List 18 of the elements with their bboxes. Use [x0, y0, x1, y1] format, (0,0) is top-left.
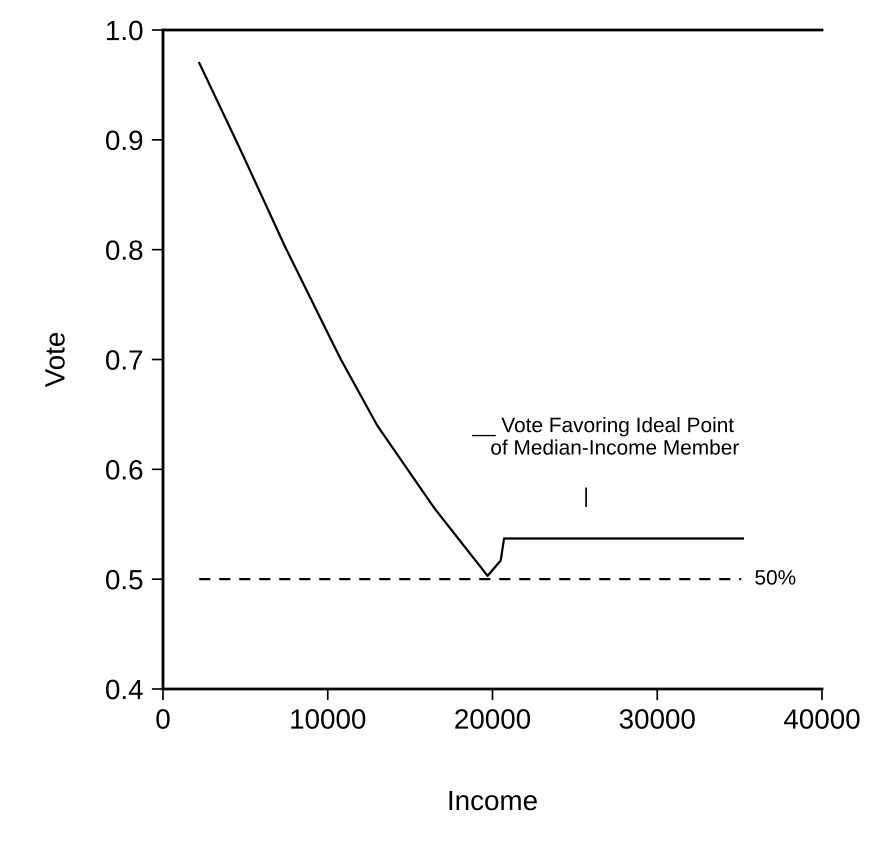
x-tick-label: 10000: [291, 709, 366, 729]
x-tick-label: 20000: [455, 709, 530, 729]
annotation: __ Vote Favoring Ideal Point of Median-Income Member: [472, 416, 739, 455]
annotation: |: [585, 487, 587, 507]
x-tick-label: 40000: [784, 709, 860, 729]
x-tick-label: 30000: [620, 709, 695, 729]
y-tick-label: 0.4: [106, 680, 143, 700]
y-tick-label: 0.6: [106, 460, 142, 480]
x-axis-title: Income: [450, 790, 537, 810]
y-tick-label: 0.8: [106, 240, 142, 260]
line-series: [198, 62, 744, 577]
series-label: 50%: [755, 570, 796, 585]
y-tick-label: 0.7: [106, 350, 142, 370]
y-axis-title: Vote: [45, 332, 65, 388]
y-tick-label: 0.9: [106, 130, 142, 150]
x-tick-label: 0: [156, 709, 170, 729]
y-tick-label: 1.0: [107, 20, 142, 40]
y-tick-label: 0.5: [106, 570, 142, 590]
